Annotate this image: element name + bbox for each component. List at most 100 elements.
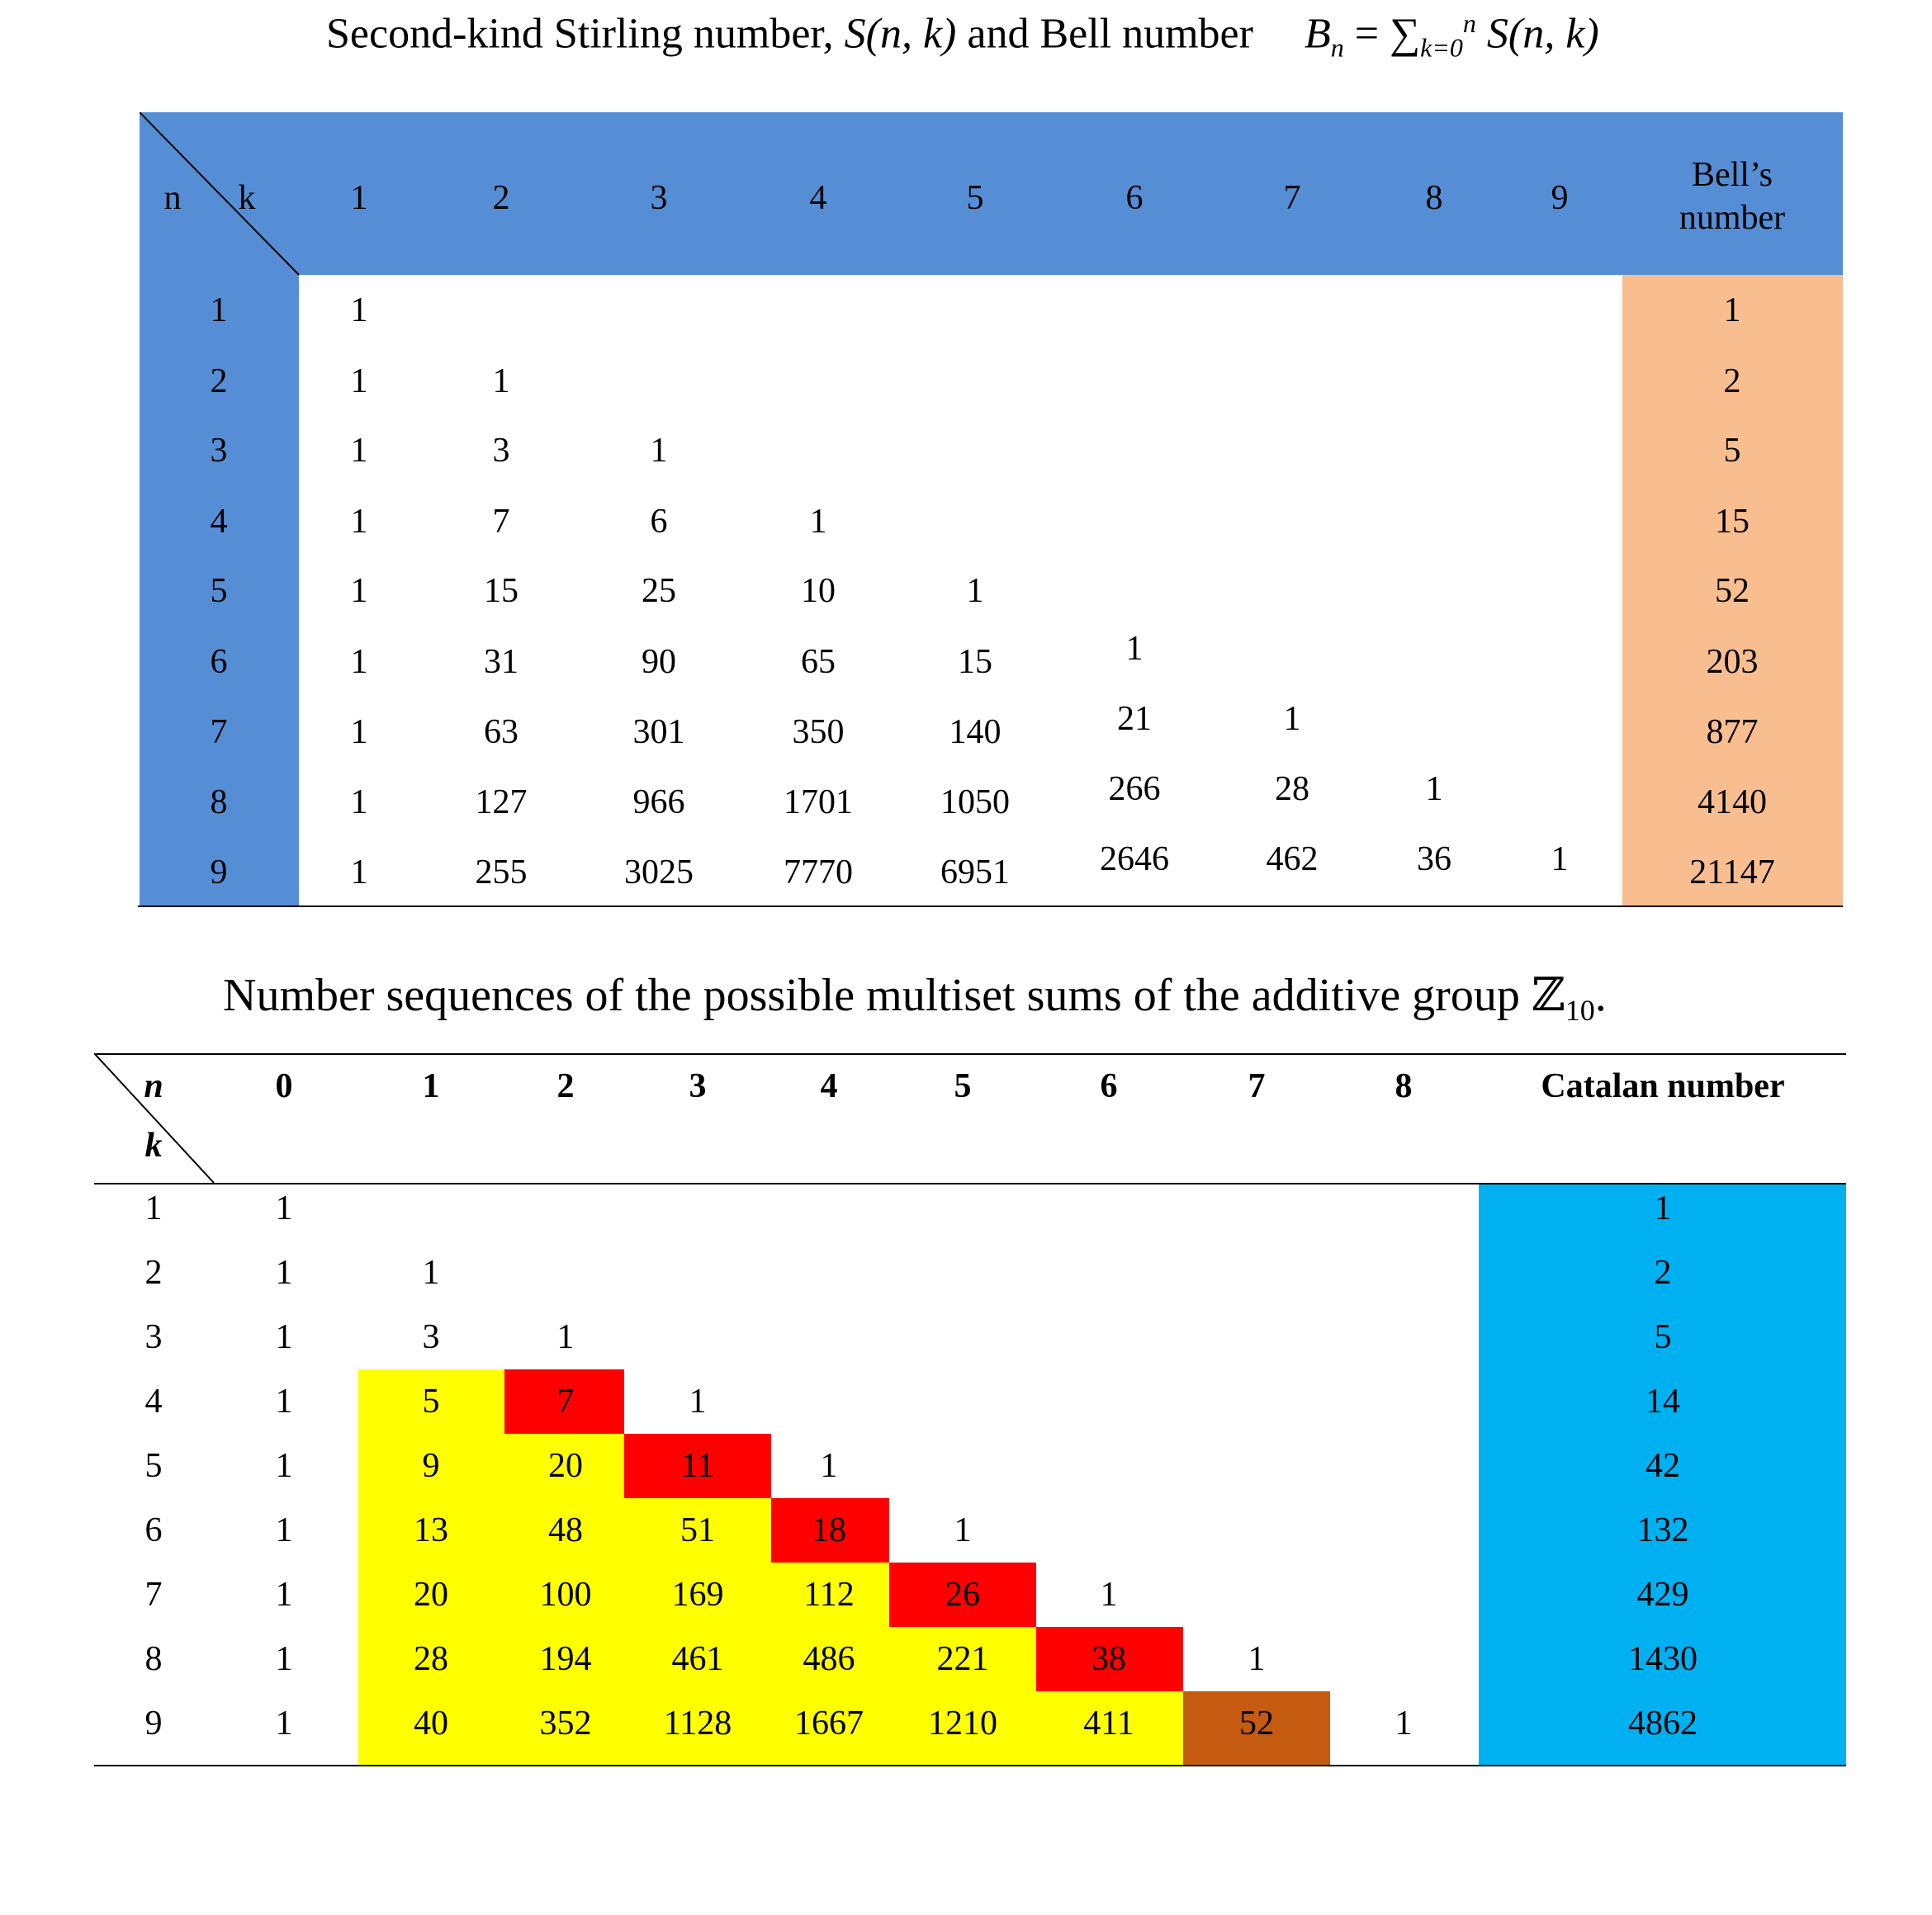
brown-highlight — [1183, 1691, 1330, 1765]
multiset-value: 28 — [414, 1640, 448, 1678]
stirling-value: 462 — [1266, 840, 1319, 878]
multiset-value: 1 — [1100, 1576, 1118, 1614]
table2-bottom-rule — [94, 1765, 1846, 1766]
n-header-8: 8 — [1395, 1067, 1413, 1105]
table1-corner-diagonal — [140, 112, 300, 276]
stirling-value: 3 — [492, 432, 510, 470]
stirling-value: 6951 — [940, 853, 1010, 891]
stirling-value: 3025 — [624, 853, 694, 891]
row-index-n: 6 — [210, 643, 228, 681]
stirling-value: 1 — [1283, 700, 1301, 738]
multiset-value: 1 — [275, 1318, 293, 1356]
k-header-1: 1 — [350, 179, 368, 217]
multiset-value: 112 — [803, 1576, 855, 1614]
k-header-2: 2 — [492, 179, 510, 217]
multiset-value: 169 — [671, 1576, 724, 1614]
stirling-value: 10 — [801, 572, 836, 610]
red-highlight — [771, 1498, 889, 1563]
k-header-4: 4 — [809, 179, 827, 217]
n-header-3: 3 — [689, 1067, 707, 1105]
stirling-value: 127 — [475, 783, 528, 821]
stirling-value: 140 — [949, 713, 1002, 751]
table1-header-band — [140, 112, 1843, 275]
multiset-value: 9 — [422, 1447, 440, 1485]
multiset-value: 352 — [539, 1705, 592, 1742]
multiset-value: 52 — [1239, 1705, 1274, 1742]
stirling-value: 350 — [792, 713, 845, 751]
stirling-value: 6 — [650, 503, 668, 541]
multiset-value: 7 — [556, 1383, 575, 1421]
stirling-value: 7770 — [784, 853, 853, 891]
multiset-value: 1 — [275, 1511, 293, 1549]
multiset-value: 1 — [820, 1447, 838, 1485]
row-index-k: 8 — [144, 1640, 163, 1678]
stirling-value: 1050 — [940, 783, 1010, 821]
n-header-7: 7 — [1248, 1067, 1266, 1105]
yellow-highlight — [358, 1563, 889, 1627]
bell-value: 4140 — [1698, 783, 1767, 821]
multiset-table-title: Number sequences of the possible multise… — [223, 970, 1607, 1028]
corner-label-k: k — [144, 1127, 163, 1165]
n-header-5: 5 — [954, 1067, 972, 1105]
k-header-9: 9 — [1551, 179, 1569, 217]
row-index-k: 3 — [144, 1318, 163, 1356]
multiset-value: 20 — [548, 1447, 583, 1485]
multiset-value: 1 — [422, 1254, 440, 1292]
stirling-value: 1 — [350, 713, 368, 751]
corner-label-k: k — [238, 179, 256, 217]
bell-value: 5 — [1723, 432, 1741, 470]
catalan-header: Catalan number — [1541, 1067, 1785, 1105]
multiset-value: 11 — [680, 1447, 715, 1485]
k-header-5: 5 — [966, 179, 984, 217]
n-header-1: 1 — [422, 1067, 440, 1105]
stirling-value: 1 — [492, 362, 510, 400]
multiset-value: 1 — [275, 1254, 293, 1292]
multiset-value: 1 — [954, 1511, 972, 1549]
bell-value: 877 — [1706, 713, 1759, 751]
stirling-value: 36 — [1417, 840, 1451, 878]
catalan-value: 1 — [1654, 1189, 1672, 1227]
row-index-n: 5 — [210, 572, 228, 610]
multiset-value: 1 — [275, 1576, 293, 1614]
stirling-value: 1 — [350, 783, 368, 821]
n-header-6: 6 — [1100, 1067, 1118, 1105]
k-header-7: 7 — [1283, 179, 1301, 217]
stirling-value: 31 — [484, 643, 519, 681]
row-index-k: 5 — [144, 1447, 163, 1485]
row-index-n: 1 — [210, 291, 228, 329]
row-index-n: 4 — [210, 503, 228, 541]
catalan-value: 1430 — [1628, 1640, 1698, 1678]
multiset-value: 1 — [1248, 1640, 1266, 1678]
stirling-value: 1 — [966, 572, 984, 610]
table2-header-rule — [94, 1183, 1846, 1184]
row-index-n: 3 — [210, 432, 228, 470]
stirling-value: 1 — [350, 291, 368, 329]
row-index-k: 4 — [144, 1383, 163, 1421]
table1-bottom-rule — [138, 905, 1843, 907]
multiset-value: 38 — [1091, 1640, 1126, 1678]
yellow-highlight — [358, 1691, 1183, 1765]
multiset-value: 1 — [275, 1189, 293, 1227]
multiset-value: 411 — [1083, 1705, 1134, 1742]
multiset-value: 461 — [671, 1640, 724, 1678]
multiset-value: 1 — [275, 1383, 293, 1421]
stirling-value: 255 — [475, 853, 528, 891]
multiset-value: 194 — [539, 1640, 592, 1678]
multiset-value: 40 — [414, 1705, 448, 1742]
multiset-value: 26 — [945, 1576, 980, 1614]
multiset-value: 1 — [689, 1383, 707, 1421]
n-header-4: 4 — [820, 1067, 838, 1105]
row-index-k: 1 — [144, 1189, 163, 1227]
stirling-value: 1701 — [784, 783, 853, 821]
row-index-n: 2 — [210, 362, 228, 400]
row-index-k: 7 — [144, 1576, 163, 1614]
multiset-value: 1128 — [663, 1705, 732, 1742]
multiset-value: 48 — [548, 1511, 583, 1549]
catalan-column — [1479, 1183, 1846, 1765]
multiset-value: 18 — [812, 1511, 846, 1549]
bell-value: 52 — [1715, 572, 1750, 610]
multiset-value: 1 — [275, 1705, 293, 1742]
stirling-value: 301 — [632, 713, 685, 751]
red-highlight — [504, 1369, 624, 1434]
multiset-value: 1 — [275, 1640, 293, 1678]
